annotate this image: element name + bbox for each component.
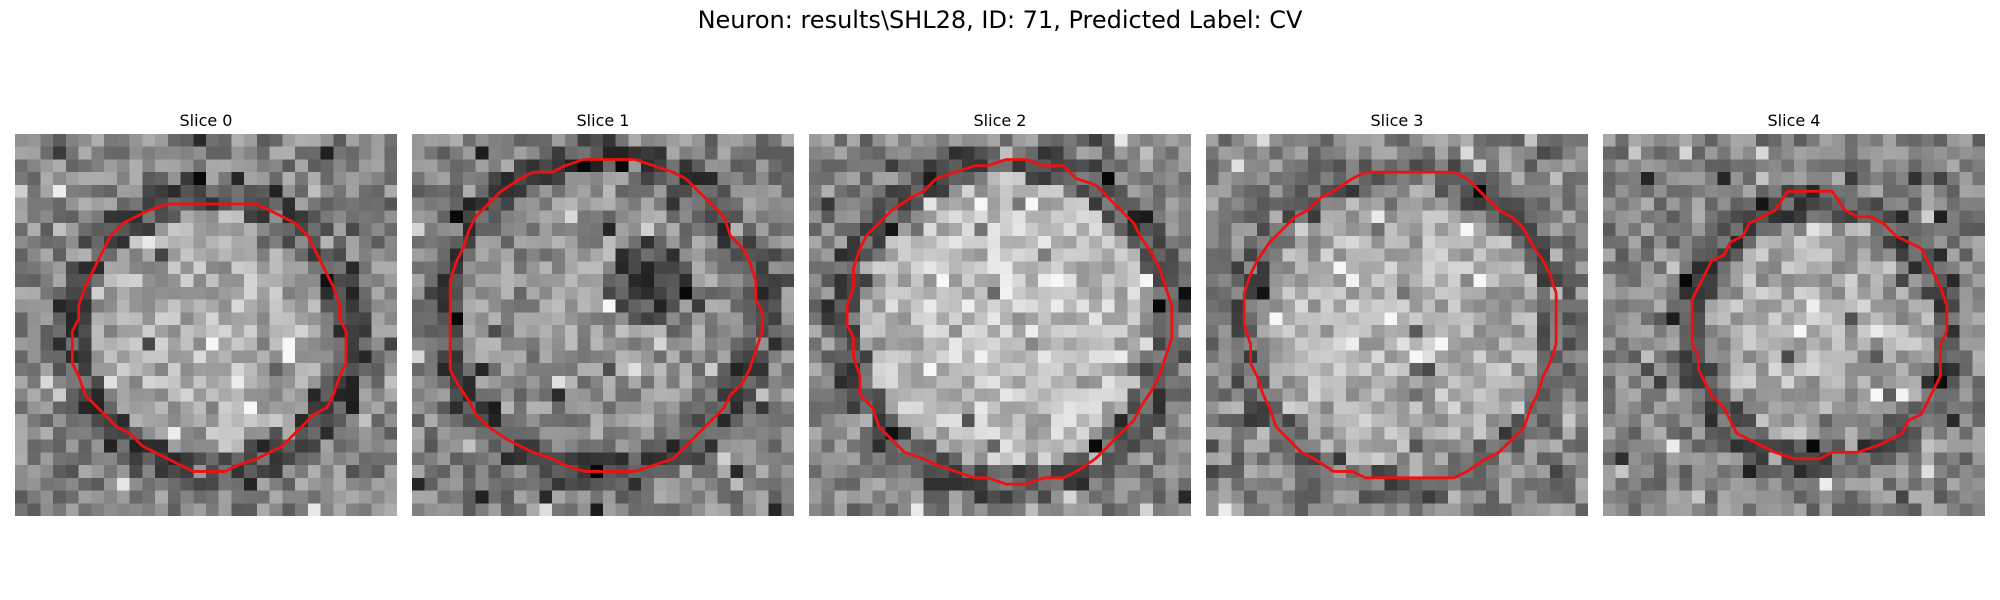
- slice-title-0: Slice 0: [179, 111, 233, 130]
- roi-contour-3: [1242, 170, 1558, 480]
- roi-contour-0: [70, 202, 348, 473]
- slice-panel-0: Slice 0: [15, 110, 397, 516]
- slice-panel-3: Slice 3: [1206, 110, 1588, 516]
- pixel-grid-2: [809, 134, 1191, 516]
- pixel-grid-3: [1206, 134, 1588, 516]
- figure-title: Neuron: results\SHL28, ID: 71, Predicted…: [697, 6, 1303, 34]
- slice-panel-4: Slice 4: [1603, 110, 1985, 516]
- pixel-grid-0: [15, 134, 397, 516]
- slice-image-1: [412, 134, 794, 516]
- slice-title-4: Slice 4: [1767, 111, 1821, 130]
- slice-panel-2: Slice 2: [809, 110, 1191, 516]
- roi-contour-4: [1690, 189, 1949, 461]
- slice-image-3: [1206, 134, 1588, 516]
- slice-title-1: Slice 1: [576, 111, 630, 130]
- slice-image-2: [809, 134, 1191, 516]
- slice-panel-1: Slice 1: [412, 110, 794, 516]
- slice-image-4: [1603, 134, 1985, 516]
- slice-title-2: Slice 2: [973, 111, 1027, 130]
- roi-contour-2: [845, 158, 1174, 486]
- pixel-grid-4: [1603, 134, 1985, 516]
- slice-image-0: [15, 134, 397, 516]
- pixel-grid-1: [412, 134, 794, 516]
- roi-contour-1: [448, 158, 764, 473]
- slice-title-3: Slice 3: [1370, 111, 1424, 130]
